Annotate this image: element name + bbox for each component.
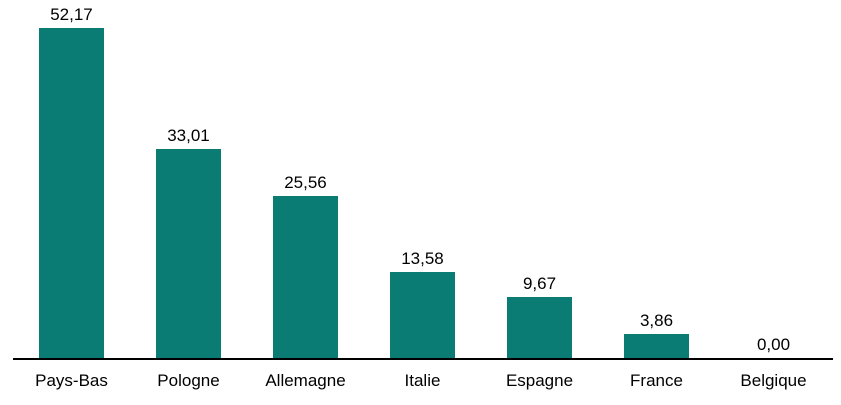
category-label: France [630,371,683,390]
bar-value-label: 9,67 [522,274,557,293]
category-label: Espagne [505,371,574,390]
bar-france[interactable] [624,334,689,358]
bar-allemagne[interactable] [273,196,338,358]
bar-value-label: 52,17 [50,5,93,24]
bar-pays-bas[interactable] [39,28,104,358]
bar-value-label: 33,01 [167,126,210,145]
category-label: Pologne [157,371,220,390]
category-label: Belgique [740,371,807,390]
bar-value-label: 25,56 [284,173,327,192]
bar-group: 52,17 Pays-Bas [13,0,130,405]
category-label: Pays-Bas [35,371,108,390]
bar-value-label: 0,00 [756,335,791,354]
bar-group: 33,01 Pologne [130,0,247,405]
category-label: Allemagne [265,371,346,390]
bar-group: 25,56 Allemagne [247,0,364,405]
bar-italie[interactable] [390,272,455,358]
bar-group: 0,00 Belgique [715,0,832,405]
bar-value-label: 3,86 [639,311,674,330]
bar-value-label: 13,58 [401,249,444,268]
bar-group: 3,86 France [598,0,715,405]
bar-group: 13,58 Italie [364,0,481,405]
x-axis-line [13,358,833,360]
bar-espagne[interactable] [507,297,572,358]
bar-group: 9,67 Espagne [481,0,598,405]
bar-pologne[interactable] [156,149,221,358]
category-label: Italie [404,371,441,390]
